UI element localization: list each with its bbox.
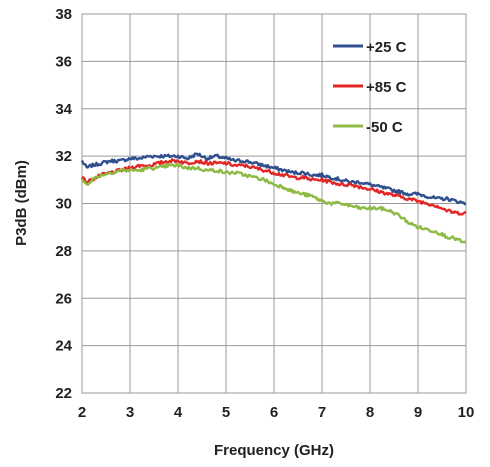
x-tick-label: 5	[222, 404, 230, 421]
x-tick-label: 3	[126, 404, 134, 421]
legend-label: +85 C	[366, 79, 407, 96]
y-tick-label: 30	[55, 196, 72, 213]
x-tick-labels: 2 3 4 5 6 7 8 9 10	[78, 404, 475, 421]
y-tick-label: 32	[55, 148, 72, 165]
series-lines	[80, 152, 467, 244]
y-tick-label: 24	[55, 338, 72, 355]
x-tick-label: 8	[366, 404, 374, 421]
x-tick-label: 7	[318, 404, 326, 421]
y-tick-labels: 22 24 26 28 30 32 34 36 38	[55, 6, 72, 402]
legend-label: +25 C	[366, 39, 407, 56]
legend: +25 C +85 C -50 C	[333, 39, 407, 136]
y-tick-label: 36	[55, 53, 72, 70]
x-tick-label: 9	[414, 404, 422, 421]
y-tick-label: 26	[55, 290, 72, 307]
series-line-1	[81, 158, 467, 216]
x-axis-label: Frequency (GHz)	[214, 442, 334, 459]
y-tick-label: 28	[55, 243, 72, 260]
series-line-0	[80, 152, 467, 206]
x-tick-label: 4	[174, 404, 183, 421]
x-tick-label: 2	[78, 404, 86, 421]
y-axis-label: P3dB (dBm)	[13, 160, 30, 246]
x-tick-label: 6	[270, 404, 278, 421]
y-tick-label: 34	[55, 101, 72, 118]
legend-label: -50 C	[366, 119, 403, 136]
series-line-2	[80, 163, 467, 244]
y-tick-label: 38	[55, 6, 72, 23]
x-tick-label: 10	[458, 404, 475, 421]
y-tick-label: 22	[55, 385, 72, 402]
